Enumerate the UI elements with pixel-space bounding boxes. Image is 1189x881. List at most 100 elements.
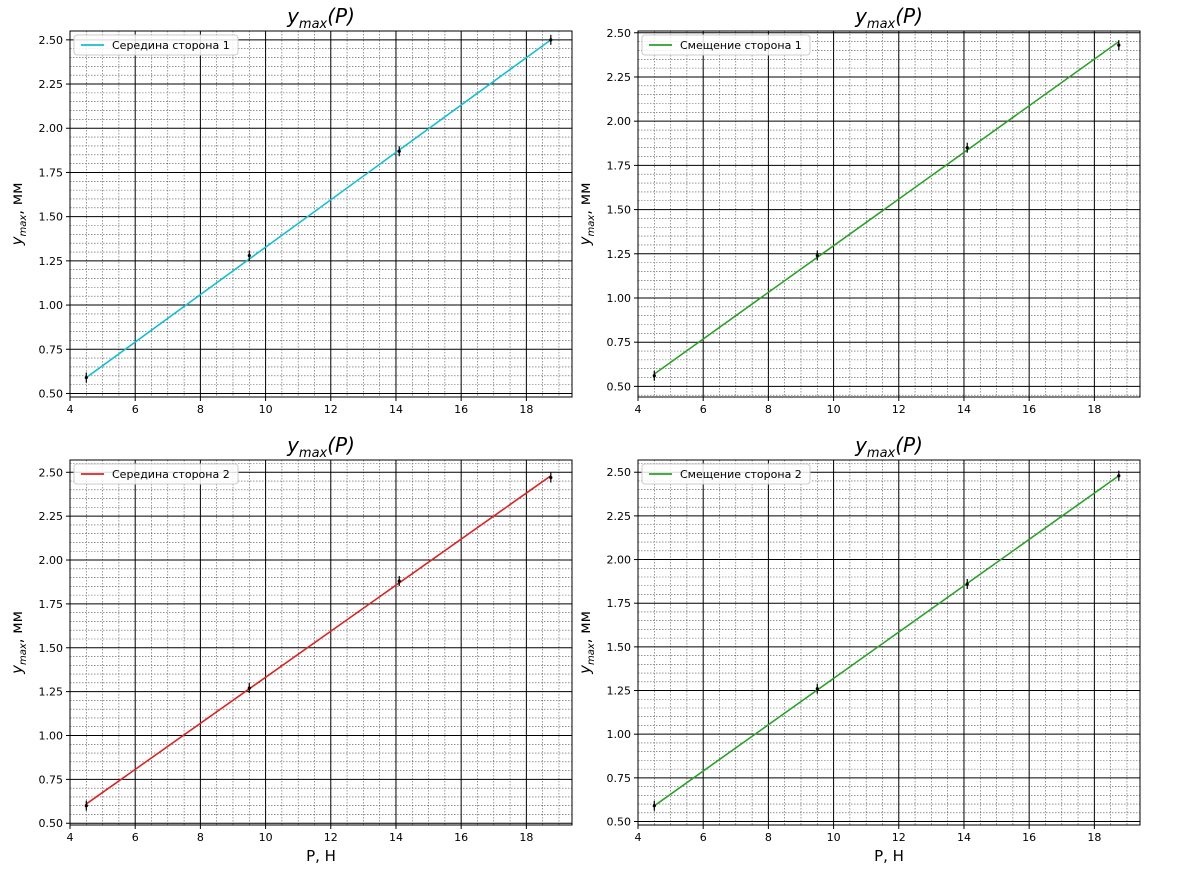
x-tick-label: 8: [197, 403, 204, 416]
y-tick-label: 2.25: [607, 510, 632, 523]
y-axis-label-base: y: [576, 235, 594, 246]
y-axis-label-unit: , мм: [576, 183, 594, 215]
chart-title: ymax(P): [854, 4, 923, 32]
y-tick-label: 1.00: [607, 292, 632, 305]
x-tick-label: 10: [827, 403, 841, 416]
y-tick-label: 1.75: [607, 597, 632, 610]
y-axis-label-sub: max: [586, 643, 597, 665]
y-axis-label: ymax, мм: [8, 183, 29, 247]
y-axis-label-base: y: [8, 235, 26, 246]
series-line: [653, 475, 1120, 807]
data-point: [549, 475, 553, 480]
x-tick-label: 12: [324, 831, 338, 844]
x-tick-label: 12: [892, 831, 906, 844]
y-tick-label: 0.50: [607, 816, 632, 829]
series-line: [85, 475, 552, 805]
series: [84, 472, 553, 811]
y-tick-label: 1.25: [39, 686, 64, 699]
chart-title-base: y: [286, 4, 300, 28]
y-tick-label: 2.00: [39, 122, 64, 135]
data-point: [815, 253, 819, 258]
data-point: [965, 582, 969, 586]
y-axis-label: ymax, мм: [576, 611, 597, 675]
x-tick-label: 6: [700, 831, 707, 844]
x-tick-label: 6: [132, 831, 139, 844]
series: [84, 34, 553, 383]
data-point: [1117, 43, 1121, 47]
data-point: [1117, 474, 1121, 478]
data-point: [247, 253, 251, 258]
x-tick-label: 14: [389, 403, 403, 416]
y-axis-label-unit: , мм: [576, 611, 594, 643]
y-axis-label-base: y: [576, 664, 594, 675]
data-point: [965, 146, 969, 150]
plot-frame: [69, 30, 573, 398]
x-tick-label: 14: [389, 831, 403, 844]
grid: [637, 31, 1140, 397]
x-tick-label: 6: [132, 403, 139, 416]
legend: Смещение сторона 2: [641, 463, 811, 485]
plot-frame: [69, 459, 573, 826]
y-tick-label: 1.50: [39, 211, 64, 224]
y-axis-label: ymax, мм: [8, 611, 29, 675]
chart-title-arg: (P): [327, 4, 355, 28]
y-tick-label: 1.00: [607, 728, 632, 741]
x-tick-label: 10: [259, 403, 273, 416]
chart-title: ymax(P): [286, 433, 355, 461]
chart-title-base: y: [854, 433, 868, 457]
x-axis-label: P, Н: [874, 847, 904, 865]
x-tick-label: 16: [1022, 403, 1036, 416]
legend-label: Смещение сторона 2: [680, 468, 802, 481]
x-tick-label: 4: [67, 831, 74, 844]
legend-box: [641, 34, 811, 56]
x-tick-label: 12: [892, 403, 906, 416]
chart-bottom-left: 4 6 8 10 12 14 16 18 0.50 0.75 1.00 1.25 1.50 1.75 2.0…: [8, 433, 573, 865]
y-axis-label-base: y: [8, 664, 26, 675]
y-tick-label: 1.50: [39, 642, 64, 655]
x-tick-label: 14: [957, 831, 971, 844]
chart-title-base: y: [286, 433, 300, 457]
legend: Середина сторона 1: [73, 34, 239, 56]
y-tick-label: 2.50: [607, 27, 632, 40]
x-tick-label: 8: [765, 403, 772, 416]
y-tick-label: 2.50: [607, 466, 632, 479]
y-tick-label: 0.50: [39, 387, 64, 400]
y-tick-label: 0.75: [39, 773, 64, 786]
x-tick-label: 8: [765, 831, 772, 844]
y-axis-label-sub: max: [18, 215, 29, 237]
y-axis-label: ymax, мм: [576, 183, 597, 247]
legend-label: Середина сторона 1: [112, 39, 230, 52]
x-tick-label: 18: [519, 403, 533, 416]
data-point: [84, 804, 88, 808]
x-tick-label: 4: [67, 403, 74, 416]
y-tick-label: 1.25: [607, 685, 632, 698]
x-tick-label: 4: [635, 831, 642, 844]
chart-title-sub: max: [867, 17, 896, 32]
x-tick-label: 18: [1087, 403, 1101, 416]
y-tick-label: 0.50: [39, 817, 64, 830]
chart-top-left: 4 6 8 10 12 14 16 18 0.50 0.75 1.00 1.25 1.50 1.75 2.0…: [8, 4, 573, 416]
chart-title-arg: (P): [895, 4, 923, 28]
data-point: [549, 38, 553, 42]
x-tick-label: 16: [454, 831, 468, 844]
y-tick-label: 2.25: [39, 78, 64, 91]
y-tick-label: 0.75: [39, 343, 64, 356]
y-tick-label: 1.25: [39, 255, 64, 268]
y-axis-label-unit: , мм: [8, 183, 26, 215]
y-tick-label: 1.00: [39, 730, 64, 743]
chart-title-base: y: [854, 4, 868, 28]
series: [652, 470, 1121, 811]
data-point: [652, 374, 656, 378]
legend: Середина сторона 2: [73, 463, 239, 485]
y-axis-label-unit: , мм: [8, 611, 26, 643]
legend-box: [641, 463, 811, 485]
x-tick-label: 10: [827, 831, 841, 844]
x-tick-label: 12: [324, 403, 338, 416]
y-tick-label: 2.25: [39, 510, 64, 523]
y-tick-label: 2.50: [39, 34, 64, 47]
chart-title-sub: max: [299, 446, 328, 461]
legend: Смещение сторона 1: [641, 34, 811, 56]
data-point: [815, 687, 819, 691]
grid: [69, 30, 572, 397]
